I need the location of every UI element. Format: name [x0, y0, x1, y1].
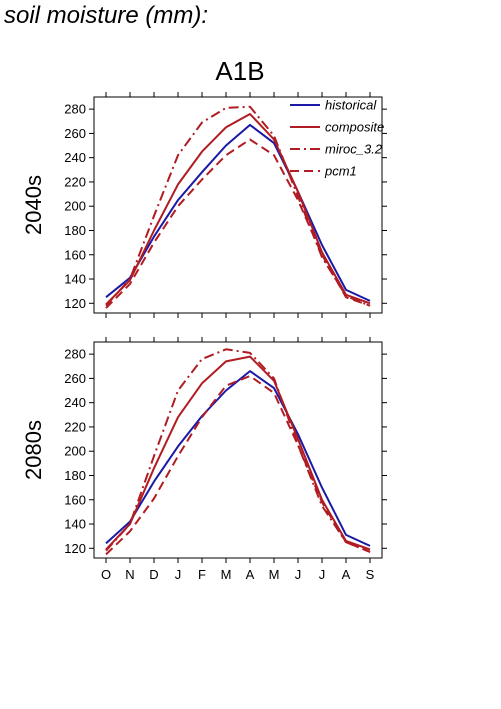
scenario-title: A1B: [215, 56, 265, 86]
y-tick-label: 240: [64, 395, 86, 410]
y-tick-label: 140: [64, 272, 86, 287]
plot-frame: [93, 96, 383, 314]
y-tick-label: 160: [64, 492, 86, 507]
y-tick-label: 180: [64, 468, 86, 483]
y-tick-label: 200: [64, 199, 86, 214]
series-line-pcm1: [105, 375, 371, 556]
x-tick-label: F: [198, 567, 206, 582]
series-line-miroc-3-2: [105, 105, 371, 307]
y-tick-label: 280: [64, 102, 86, 117]
x-tick-label: J: [319, 567, 326, 582]
legend-label: historical: [325, 98, 377, 113]
panel-label: 2040s: [21, 175, 46, 235]
y-tick-label: 200: [64, 444, 86, 459]
y-tick-label: 160: [64, 247, 86, 262]
series-line-pcm1: [105, 138, 371, 309]
y-tick-label: 240: [64, 150, 86, 165]
x-tick-label: J: [295, 567, 302, 582]
legend-label: composite: [325, 120, 384, 135]
y-tick-label: 120: [64, 296, 86, 311]
plot-frame: [93, 341, 383, 559]
panel-2040s: 120 140 160 180 200 220 240 260 280 2040s historic…: [21, 92, 387, 318]
y-tick-label: 220: [64, 419, 86, 434]
y-tick-label: 120: [64, 541, 86, 556]
x-tick-label: A: [246, 567, 255, 582]
y-tick-label: 260: [64, 371, 86, 386]
panel-label: 2080s: [21, 420, 46, 480]
legend-label: pcm1: [324, 164, 357, 179]
x-tick-label: M: [221, 567, 232, 582]
x-tick-label: A: [342, 567, 351, 582]
x-tick-label: M: [269, 567, 280, 582]
x-tick-label: D: [149, 567, 158, 582]
x-tick-label: O: [101, 567, 111, 582]
series-line-historical: [105, 370, 371, 547]
series-line-historical: [105, 123, 371, 302]
series-line-miroc-3-2: [105, 348, 371, 553]
legend-label: miroc_3.2: [325, 142, 383, 157]
x-tick-label: J: [175, 567, 182, 582]
y-tick-label: 260: [64, 126, 86, 141]
y-tick-label: 140: [64, 517, 86, 532]
series-line-composite: [105, 113, 371, 306]
legend: historical composite miroc_3.2 pcm1: [290, 98, 384, 179]
x-tick-label: S: [366, 567, 375, 582]
y-tick-label: 220: [64, 174, 86, 189]
y-tick-label: 180: [64, 223, 86, 238]
x-tick-label: N: [125, 567, 134, 582]
series-line-composite: [105, 355, 371, 551]
figure-title: soil moisture (mm):: [4, 2, 209, 29]
y-tick-label: 280: [64, 347, 86, 362]
